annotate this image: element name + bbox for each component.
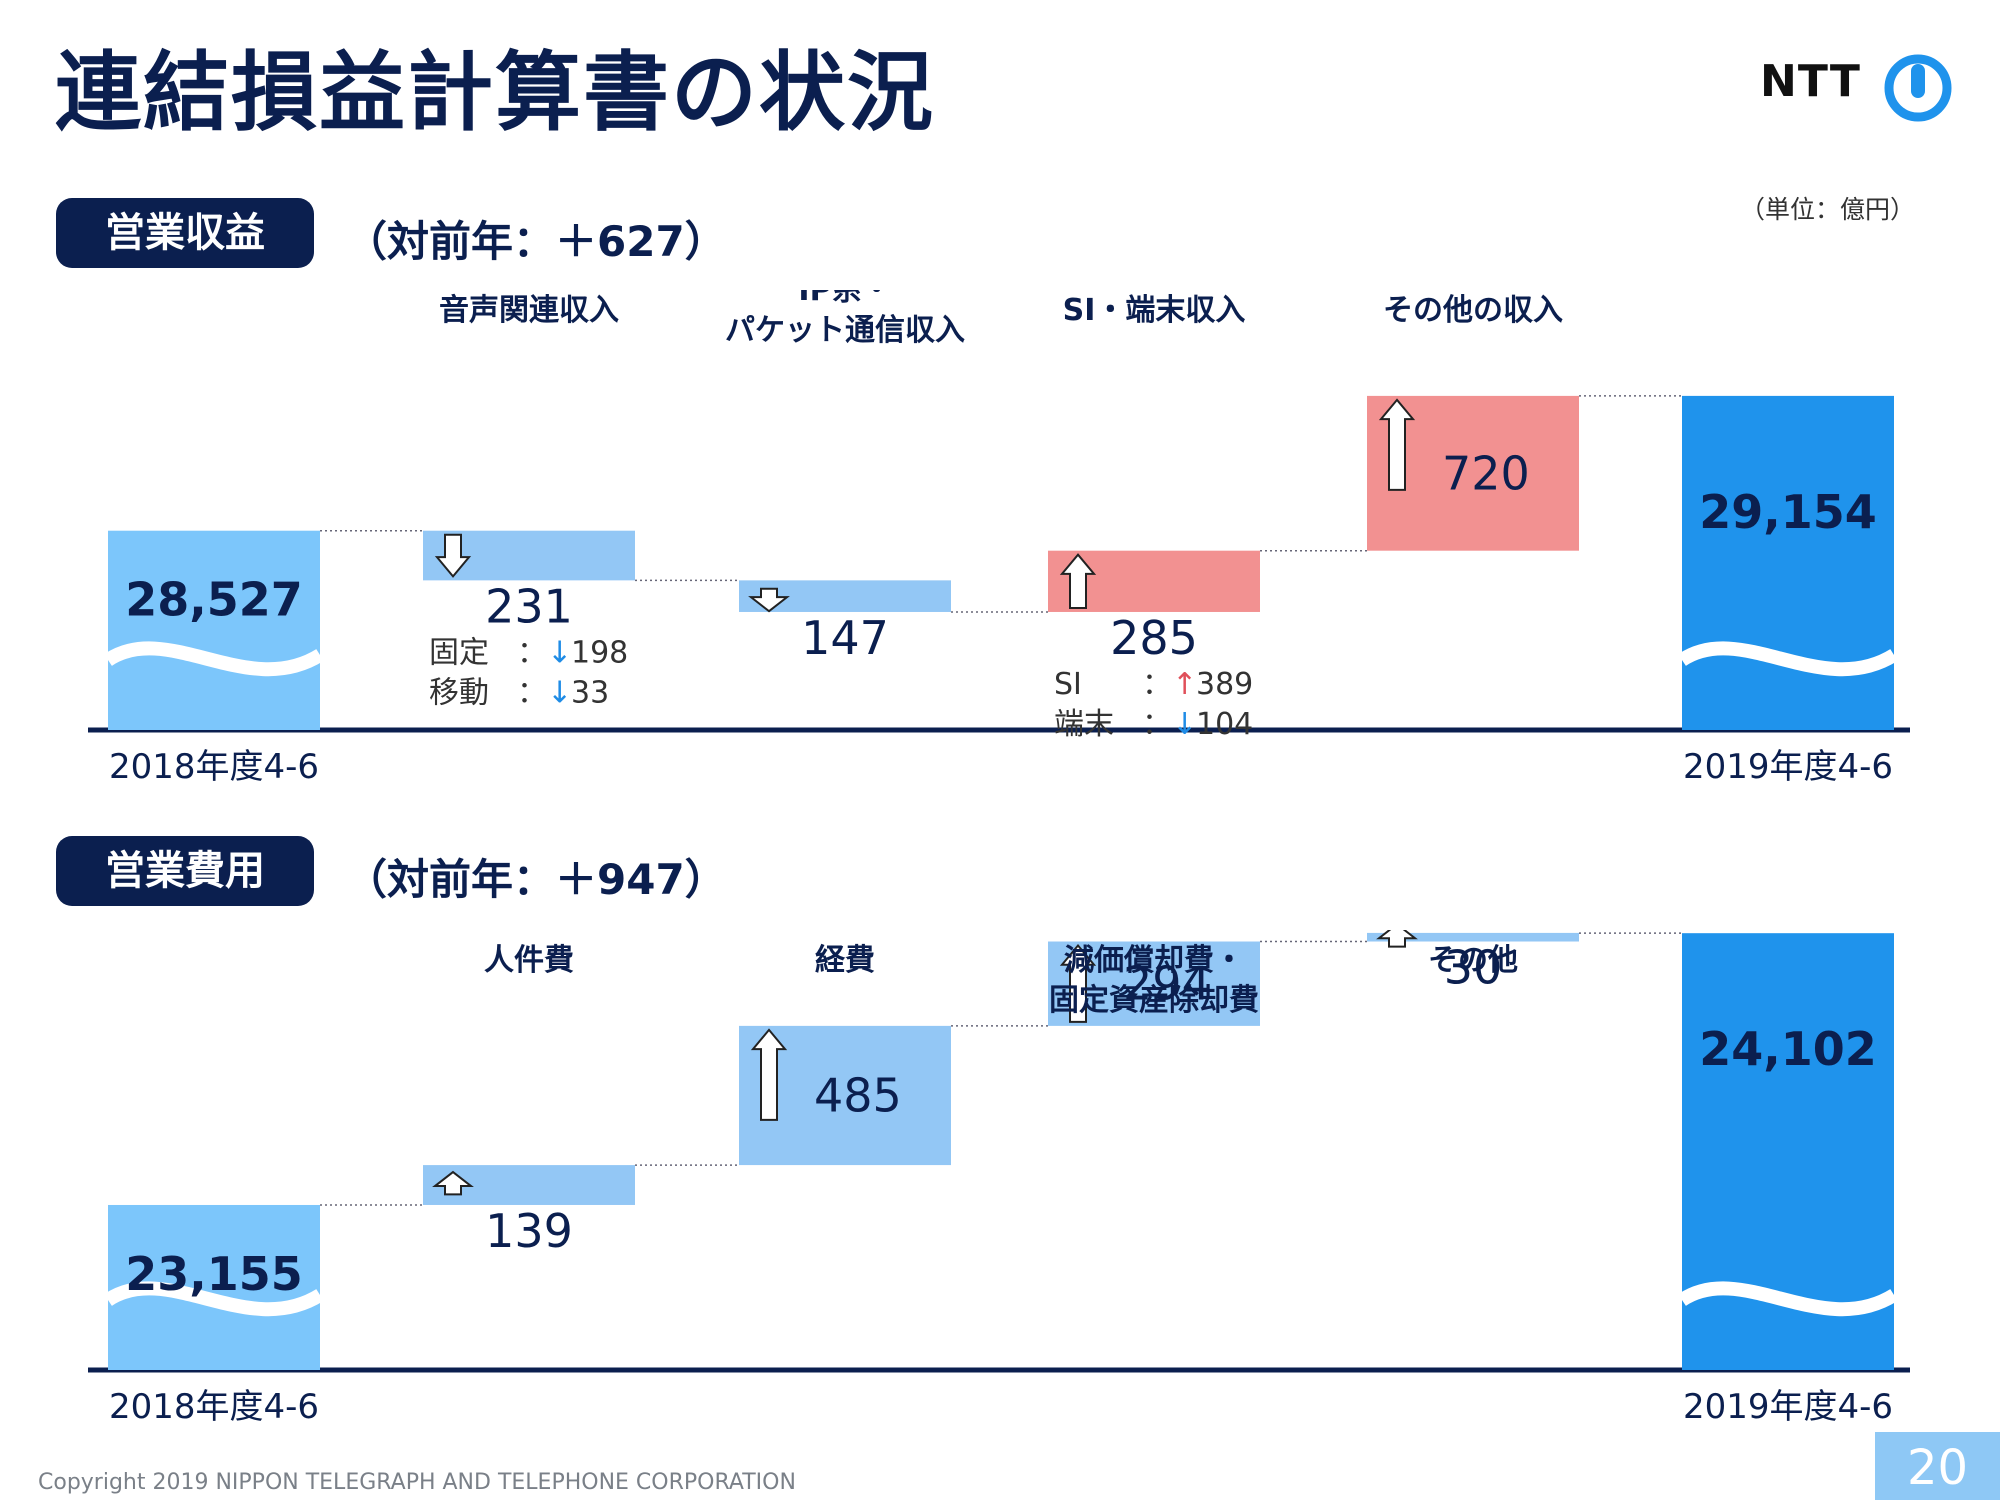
step-category-label: パケット通信収入: [725, 313, 965, 348]
bar-step: [1367, 932, 1579, 942]
page-title: 連結損益計算書の状況: [55, 43, 935, 143]
detail-value: 198: [571, 635, 628, 670]
bar-start-label: 28,527: [125, 573, 303, 627]
step-category-label: IP系・: [798, 290, 891, 308]
detail-down-arrow-icon: ↓: [547, 675, 572, 710]
bar-start-wave: [104, 641, 324, 677]
detail-label: 固定: [429, 635, 489, 670]
arrow-up-icon: [750, 1028, 788, 1121]
step-value-label: 231: [485, 579, 573, 633]
step-category-label: 固定資産除却費: [1049, 983, 1259, 1018]
detail-down-arrow-icon: ↓: [547, 635, 572, 670]
arrow-up-icon: [1059, 553, 1097, 609]
section-label-expenses: 営業費用: [56, 836, 314, 906]
detail-value: 104: [1196, 707, 1253, 742]
step-category-label: その他の収入: [1383, 293, 1563, 328]
ntt-logo: NTT: [1760, 50, 1960, 130]
copyright-notice: Copyright 2019 NIPPON TELEGRAPH AND TELE…: [38, 1470, 796, 1495]
step-value-label: 294: [1123, 957, 1211, 1011]
step-category-label: その他: [1428, 943, 1518, 978]
detail-value: 389: [1196, 667, 1253, 702]
step-value-label: 147: [801, 611, 889, 665]
bar-end: [1682, 395, 1894, 730]
detail-label: SI: [1054, 667, 1082, 702]
x-label-start: 2018年度4-6: [109, 747, 319, 787]
detail-colon: ：: [1142, 707, 1172, 742]
step-value-label: 285: [1110, 611, 1198, 665]
waterfall-chart-expenses: 23,155 2018年度4-6 139 人件費 485 経費 294減価償却費・固定資産除…: [88, 930, 1910, 1427]
bar-end-label: 24,102: [1699, 1022, 1877, 1076]
bar-start: [108, 530, 320, 730]
step-category-label: 減価償却費・: [1064, 943, 1244, 978]
arrow-up-icon: [1376, 930, 1418, 948]
bar-end-label: 29,154: [1699, 485, 1877, 539]
step-category-label: 音声関連収入: [439, 293, 619, 328]
page-number: 20: [1875, 1432, 2000, 1500]
detail-colon: ：: [1142, 667, 1172, 702]
arrow-up-icon: [432, 1170, 474, 1196]
arrow-down-icon: [748, 587, 790, 613]
detail-down-arrow-icon: ↓: [1172, 707, 1197, 742]
bar-start-wave: [104, 1281, 324, 1317]
logo-text: NTT: [1760, 56, 1861, 107]
step-category-label: 経費: [815, 943, 875, 978]
arrow-up-icon: [1059, 943, 1097, 1023]
step-value-label: 485: [814, 1068, 902, 1122]
step-value-label: 139: [485, 1204, 573, 1258]
detail-colon: ：: [517, 675, 547, 710]
step-value-label: 720: [1442, 446, 1530, 500]
bar-end-wave: [1678, 641, 1898, 677]
x-label-end: 2019年度4-6: [1683, 747, 1893, 787]
x-label-end: 2019年度4-6: [1683, 1387, 1893, 1427]
detail-value: 33: [571, 675, 609, 710]
detail-colon: ：: [517, 635, 547, 670]
unit-label: （単位：億円）: [1740, 195, 1916, 224]
yoy-expenses: （対前年：＋947）: [345, 855, 727, 904]
detail-label: 端末: [1054, 707, 1114, 742]
detail-label: 移動: [429, 675, 489, 710]
step-value-label: 30: [1444, 941, 1503, 995]
step-category-label: 人件費: [484, 943, 574, 978]
step-category-label: SI・端末収入: [1063, 293, 1246, 328]
section-label-revenue: 営業収益: [56, 198, 314, 268]
arrow-down-icon: [434, 533, 472, 578]
arrow-up-icon: [1378, 398, 1416, 491]
yoy-revenue: （対前年：＋627）: [345, 217, 727, 266]
bar-start-label: 23,155: [125, 1247, 303, 1301]
x-label-start: 2018年度4-6: [109, 1387, 319, 1427]
bar-end-wave: [1678, 1281, 1898, 1317]
ntt-logo-icon: [1884, 54, 1952, 122]
detail-up-arrow-icon: ↑: [1172, 667, 1197, 702]
